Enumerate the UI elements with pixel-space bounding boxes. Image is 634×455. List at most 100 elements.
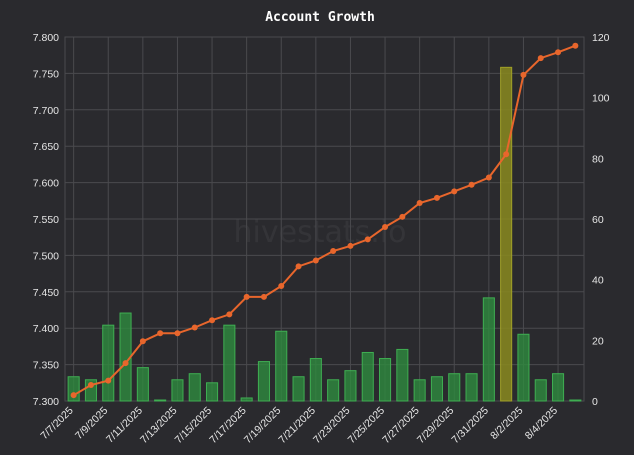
right-tick-label: 20 (592, 335, 604, 347)
x-tick-label: 8/4/2025 (523, 405, 560, 442)
line-point (347, 242, 354, 249)
x-tick-label: 7/17/2025 (207, 405, 249, 447)
bar (569, 399, 582, 402)
right-tick-label: 120 (592, 32, 610, 44)
x-tick-label: 8/2/2025 (488, 405, 525, 442)
line-point (157, 330, 164, 337)
right-tick-label: 80 (592, 153, 604, 165)
line-point (364, 236, 371, 243)
line-series (70, 42, 579, 399)
line-point (312, 257, 319, 264)
line-point (105, 377, 112, 384)
line-point (139, 338, 146, 345)
left-tick-label: 7.450 (33, 287, 59, 299)
line-point (433, 194, 440, 201)
line-point (537, 55, 544, 62)
left-tick-label: 7.700 (33, 105, 59, 117)
left-tick-label: 7.800 (33, 32, 59, 44)
bar (500, 66, 513, 402)
left-tick-label: 7.300 (33, 396, 59, 408)
left-tick-label: 7.750 (33, 68, 59, 80)
bar (430, 376, 443, 402)
bar (84, 379, 97, 402)
bar (206, 382, 219, 402)
bar (188, 373, 201, 402)
bar (361, 351, 374, 402)
line-point (399, 213, 406, 220)
x-tick-label: 7/31/2025 (449, 405, 491, 447)
x-tick-label: 7/27/2025 (380, 405, 422, 447)
right-tick-label: 0 (592, 396, 598, 408)
x-tick-label: 7/29/2025 (415, 405, 457, 447)
plot-frame (64, 36, 585, 402)
x-tick-label: 7/19/2025 (242, 405, 284, 447)
bar (448, 373, 461, 402)
left-tick-label: 7.400 (33, 323, 59, 335)
line-point (572, 42, 579, 49)
line-point (87, 381, 94, 388)
line-point (174, 330, 181, 337)
right-tick-label: 100 (592, 93, 610, 105)
line-point (122, 360, 129, 367)
line-point (485, 174, 492, 181)
left-tick-label: 7.650 (33, 141, 59, 153)
bar (552, 373, 565, 402)
line-point (295, 263, 302, 270)
bar (67, 376, 80, 402)
bar (309, 358, 322, 402)
right-tick-label: 40 (592, 275, 604, 287)
x-axis-ticks: 7/7/20257/9/20257/11/20257/13/20257/15/2… (38, 405, 560, 447)
line-point (451, 188, 458, 195)
line-point (555, 49, 562, 56)
right-tick-label: 60 (592, 214, 604, 226)
bar (154, 399, 167, 402)
x-tick-label: 7/21/2025 (276, 405, 318, 447)
bar (292, 376, 305, 402)
bar (136, 367, 149, 402)
bar (482, 297, 495, 402)
line-point (260, 293, 267, 300)
bar-series (67, 66, 582, 402)
line-path (73, 44, 576, 397)
x-tick-label: 7/25/2025 (346, 405, 388, 447)
bar (517, 333, 530, 402)
line-point (416, 199, 423, 206)
bar (240, 397, 253, 402)
x-tick-label: 7/15/2025 (173, 405, 215, 447)
bar (171, 379, 184, 402)
left-tick-label: 7.500 (33, 250, 59, 262)
x-tick-label: 7/13/2025 (138, 405, 180, 447)
right-axis-ticks: 0 20 40 60 80 100 120 (592, 32, 610, 408)
chart-title: Account Growth (265, 10, 375, 25)
bar (327, 379, 340, 402)
line-point (70, 392, 77, 399)
line-point (191, 324, 198, 331)
bar (396, 348, 409, 402)
bar (102, 324, 115, 402)
x-tick-label: 7/23/2025 (311, 405, 353, 447)
bar (275, 330, 288, 402)
left-axis-ticks: 7.300 7.350 7.400 7.450 7.500 7.550 7.600 7.650… (33, 32, 59, 408)
line-point (243, 293, 250, 300)
line-point (278, 282, 285, 289)
x-tick-label: 7/7/2025 (38, 405, 75, 442)
bar (379, 358, 392, 402)
line-point (520, 71, 527, 78)
bar (534, 379, 547, 402)
bar (413, 379, 426, 402)
left-tick-label: 7.600 (33, 178, 59, 190)
left-tick-label: 7.550 (33, 214, 59, 226)
bar (344, 370, 357, 402)
line-point (209, 317, 216, 324)
line-point (330, 248, 337, 255)
line-point (503, 151, 510, 158)
line-point (382, 224, 389, 231)
line-point (468, 181, 475, 188)
left-tick-label: 7.350 (33, 360, 59, 372)
bar (257, 361, 270, 402)
watermark: hivestats.io (234, 215, 407, 250)
bar (223, 324, 236, 402)
line-point (226, 311, 233, 318)
bar (465, 373, 478, 402)
